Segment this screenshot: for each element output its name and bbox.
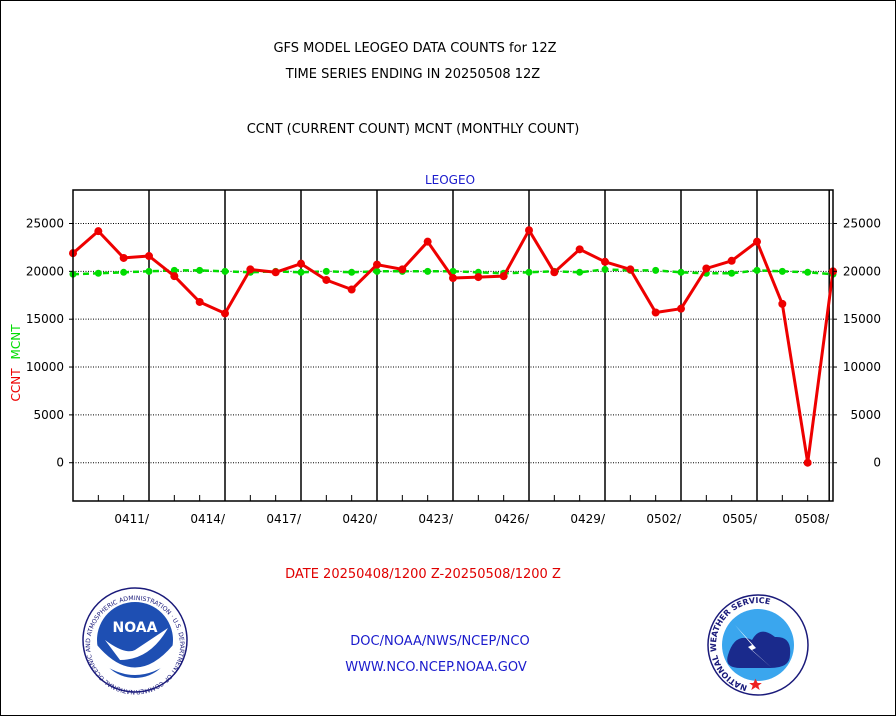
- data-point-mcnt: [373, 267, 381, 275]
- data-point-ccnt: [195, 297, 204, 306]
- date-range-label: DATE 20250408/1200 Z-20250508/1200 Z: [285, 567, 561, 582]
- data-point-mcnt: [221, 267, 229, 275]
- data-point-ccnt: [373, 260, 381, 269]
- x-tick-label: 0508/: [795, 512, 831, 526]
- y-tick-label-left: 25000: [26, 216, 64, 230]
- data-point-ccnt: [119, 253, 128, 262]
- y-axis-label-ccnt: CCNT: [9, 368, 23, 402]
- data-point-ccnt: [297, 259, 305, 268]
- data-point-mcnt: [196, 266, 204, 274]
- data-point-mcnt: [348, 268, 356, 276]
- data-point-ccnt: [221, 309, 229, 318]
- y-axis-title: CCNT MCNT: [9, 324, 23, 402]
- axes: 0 0 5000 5000 10000 10000 15000 15000 20000 20000…: [26, 189, 881, 526]
- data-point-mcnt: [753, 266, 761, 274]
- grid-lines: [73, 190, 833, 501]
- chart-title: GFS MODEL LEOGEO DATA COUNTS for 12Z: [273, 41, 556, 56]
- y-tick-label-left: 5000: [33, 408, 64, 422]
- data-point-mcnt: [297, 268, 305, 276]
- x-tick-label: 0426/: [494, 512, 530, 526]
- data-point-ccnt: [550, 268, 559, 277]
- data-point-ccnt: [499, 272, 508, 281]
- data-point-mcnt: [652, 266, 660, 274]
- data-point-mcnt: [322, 267, 330, 275]
- y-tick-label-left: 0: [56, 456, 64, 470]
- y-tick-label-right: 10000: [843, 360, 881, 374]
- data-point-ccnt: [246, 265, 255, 274]
- y-tick-label-left: 10000: [26, 360, 64, 374]
- data-point-ccnt: [727, 256, 736, 265]
- chart-legend-description: CCNT (CURRENT COUNT) MCNT (MONTHLY COUNT…: [247, 122, 580, 137]
- x-tick-label: 0417/: [266, 512, 302, 526]
- panel-title: LEOGEO: [425, 173, 475, 187]
- data-point-ccnt: [575, 245, 584, 254]
- data-point-ccnt: [702, 264, 711, 273]
- y-tick-label-left: 15000: [26, 312, 64, 326]
- noaa-logo: NOAA NATIONAL OCEANIC AND ATMOSPHERIC AD…: [0, 0, 188, 695]
- data-point-ccnt: [753, 237, 761, 246]
- x-tick-label: 0502/: [646, 512, 682, 526]
- y-tick-label-right: 0: [873, 456, 881, 470]
- data-point-ccnt: [525, 226, 533, 235]
- data-point-ccnt: [271, 268, 280, 277]
- data-point-ccnt: [778, 299, 787, 308]
- data-point-ccnt: [449, 274, 457, 283]
- data-point-ccnt: [626, 265, 635, 274]
- x-tick-label: 0423/: [418, 512, 454, 526]
- data-point-ccnt: [94, 227, 103, 236]
- data-point-mcnt: [728, 269, 736, 277]
- y-tick-label-right: 15000: [843, 312, 881, 326]
- data-point-ccnt: [423, 237, 432, 246]
- noaa-logo-text: NOAA: [113, 620, 158, 636]
- data-point-ccnt: [398, 265, 407, 274]
- nws-logo: NATIONAL WEATHER SERVICE: [707, 594, 809, 696]
- website-link[interactable]: WWW.NCO.NCEP.NOAA.GOV: [345, 660, 527, 675]
- chart-subtitle: TIME SERIES ENDING IN 20250508 12Z: [285, 67, 541, 82]
- y-tick-label-right: 20000: [843, 264, 881, 278]
- data-point-mcnt: [170, 266, 178, 274]
- x-tick-label: 0429/: [570, 512, 606, 526]
- y-axis-label-mcnt: MCNT: [9, 324, 23, 360]
- data-series: [69, 226, 837, 467]
- plot-area-border: [72, 189, 834, 502]
- y-tick-label-left: 20000: [26, 264, 64, 278]
- data-point-ccnt: [677, 304, 685, 313]
- x-tick-label: 0505/: [722, 512, 758, 526]
- data-point-mcnt: [576, 268, 584, 276]
- y-tick-label-right: 5000: [850, 408, 881, 422]
- org-path-label: DOC/NOAA/NWS/NCEP/NCO: [350, 634, 529, 649]
- x-tick-label: 0414/: [190, 512, 226, 526]
- data-point-ccnt: [474, 273, 483, 282]
- data-point-mcnt: [94, 269, 102, 277]
- data-point-ccnt: [803, 458, 812, 467]
- data-point-mcnt: [525, 268, 533, 276]
- svg-text:NATIONAL OCEANIC AND ATMOSPHER: NATIONAL OCEANIC AND ATMOSPHERIC ADMINIS…: [0, 0, 185, 695]
- data-point-mcnt: [804, 268, 812, 276]
- x-tick-label: 0411/: [114, 512, 150, 526]
- data-point-mcnt: [145, 267, 153, 275]
- data-point-ccnt: [145, 252, 153, 261]
- data-point-ccnt: [651, 308, 660, 317]
- data-point-mcnt: [778, 267, 786, 275]
- data-point-mcnt: [601, 265, 609, 273]
- data-point-ccnt: [322, 275, 331, 284]
- x-tick-label: 0420/: [342, 512, 378, 526]
- data-point-mcnt: [120, 268, 128, 276]
- data-point-ccnt: [601, 257, 609, 266]
- y-tick-label-right: 25000: [843, 216, 881, 230]
- data-point-mcnt: [424, 267, 432, 275]
- data-point-ccnt: [347, 285, 356, 294]
- data-point-mcnt: [677, 268, 685, 276]
- noaa-ring-text: NATIONAL OCEANIC AND ATMOSPHERIC ADMINIS…: [0, 0, 185, 695]
- data-point-ccnt: [170, 272, 179, 281]
